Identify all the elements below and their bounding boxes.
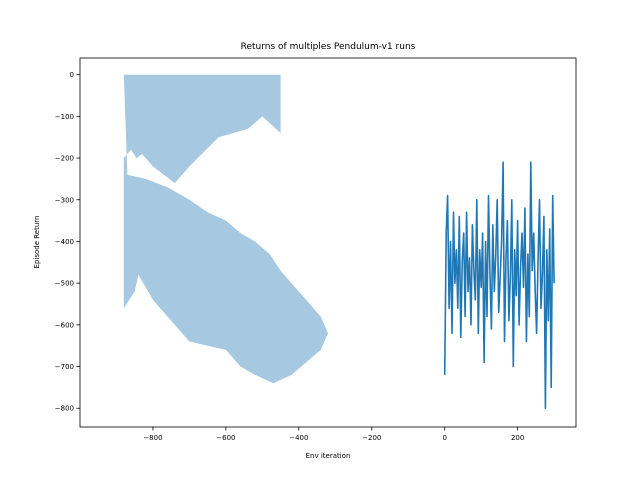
y-tick-label: 0: [70, 71, 74, 79]
y-tick-label: −300: [55, 196, 74, 204]
y-axis: 0 −100 −200 −300 −400 −500 −600 −700 −800: [55, 71, 80, 413]
x-tick-label: −600: [216, 434, 235, 442]
return-line: [443, 161, 555, 410]
x-tick-label: −200: [362, 434, 381, 442]
x-tick-label: 0: [442, 434, 446, 442]
x-axis: −800 −600 −400 −200 0 200: [143, 427, 524, 442]
return-band: [123, 74, 328, 384]
x-axis-label: Env iteration: [306, 452, 351, 460]
y-tick-label: −700: [55, 363, 74, 371]
x-tick-label: 200: [511, 434, 524, 442]
x-tick-label: −400: [289, 434, 308, 442]
y-tick-label: −600: [55, 321, 74, 329]
plot-frame: [79, 57, 577, 428]
y-tick-label: −500: [55, 280, 74, 288]
y-tick-label: −400: [55, 238, 74, 246]
y-tick-label: −200: [55, 155, 74, 163]
y-tick-label: −800: [55, 405, 74, 413]
x-tick-label: −800: [143, 434, 162, 442]
y-tick-label: −100: [55, 113, 74, 121]
y-axis-label: Episode Return: [33, 216, 41, 269]
chart-title: Returns of multiples Pendulum-v1 runs: [241, 42, 416, 52]
plot-area: [123, 74, 555, 410]
